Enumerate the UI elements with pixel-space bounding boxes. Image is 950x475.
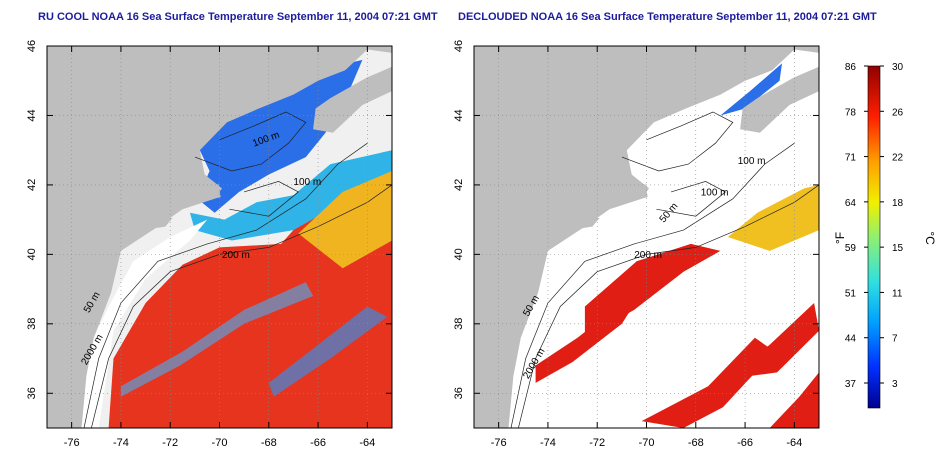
warm-clear-patch: [641, 337, 775, 428]
right-map-title: DECLOUDED NOAA 16 Sea Surface Temperatur…: [458, 11, 877, 23]
fahrenheit-tick-label: 44: [845, 334, 857, 345]
celsius-tick-label: 18: [892, 198, 904, 209]
latitude-tick-label: 42: [26, 179, 38, 191]
longitude-tick-label: -64: [359, 437, 375, 449]
fahrenheit-tick-label: 71: [845, 153, 857, 164]
celsius-tick-label: 3: [892, 379, 898, 390]
latitude-tick-label: 36: [26, 387, 38, 399]
cloud-streak: [268, 306, 388, 397]
latitude-tick-label: 38: [26, 318, 38, 330]
longitude-tick-label: -72: [589, 437, 605, 449]
land-mainland: [47, 46, 392, 428]
warm-clear-patch: [769, 372, 819, 428]
latitude-tick-label: 46: [26, 40, 38, 52]
latitude-tick-label: 40: [453, 248, 465, 260]
depth-contour: [83, 142, 368, 428]
celsius-tick-label: 30: [892, 62, 904, 73]
longitude-tick-label: -70: [212, 437, 228, 449]
land-cape-cod: [634, 183, 648, 201]
cloud-streak: [120, 282, 314, 397]
depth-contour: [194, 111, 307, 172]
celsius-tick-label: 22: [892, 153, 904, 164]
land-nova-scotia: [740, 66, 819, 133]
contour-label: 100 m: [293, 177, 321, 188]
cool-water-band: [189, 150, 392, 241]
land-mainland: [474, 46, 819, 428]
land-cape-cod: [207, 183, 221, 201]
fahrenheit-tick-label: 51: [845, 288, 857, 299]
celsius-tick-label: 15: [892, 243, 904, 254]
longitude-tick-label: -68: [688, 437, 704, 449]
contour-label: 200 m: [634, 250, 662, 261]
latitude-tick-label: 42: [453, 179, 465, 191]
longitude-tick-label: -72: [162, 437, 178, 449]
depth-contour: [621, 111, 734, 172]
longitude-tick-label: -74: [540, 437, 556, 449]
fahrenheit-tick-label: 64: [845, 198, 857, 209]
left-map-title: RU COOL NOAA 16 Sea Surface Temperature …: [38, 11, 438, 23]
latitude-tick-label: 44: [26, 109, 38, 121]
contour-label: 200 m: [222, 250, 250, 261]
land-long-island: [547, 217, 600, 234]
fahrenheit-tick-label: 78: [845, 107, 857, 118]
longitude-tick-label: -64: [786, 437, 802, 449]
longitude-tick-label: -76: [491, 437, 507, 449]
latitude-tick-label: 36: [453, 387, 465, 399]
longitude-tick-label: -74: [113, 437, 129, 449]
warm-clear-patch: [725, 303, 819, 380]
longitude-tick-label: -76: [64, 437, 80, 449]
depth-contour: [510, 142, 795, 428]
land-nova-scotia: [313, 66, 392, 133]
fahrenheit-tick-label: 59: [845, 243, 857, 254]
longitude-tick-label: -70: [639, 437, 655, 449]
celsius-tick-label: 7: [892, 334, 898, 345]
latitude-tick-label: 40: [26, 248, 38, 260]
colorbar-scale: [867, 65, 881, 409]
warm-clear-patch: [584, 243, 721, 338]
celsius-tick-label: 11: [892, 288, 903, 299]
longitude-tick-label: -68: [261, 437, 277, 449]
longitude-tick-label: -66: [737, 437, 753, 449]
latitude-tick-label: 46: [453, 40, 465, 52]
fahrenheit-tick-label: 86: [845, 62, 857, 73]
celsius-unit-label: °C: [923, 231, 937, 245]
coastal-cloud: [76, 219, 208, 428]
fahrenheit-unit-label: °F: [833, 232, 847, 244]
latitude-tick-label: 44: [453, 109, 465, 121]
latitude-tick-label: 38: [453, 318, 465, 330]
contour-label: 100 m: [701, 187, 729, 198]
contour-label: 100 m: [738, 156, 766, 167]
celsius-tick-label: 26: [892, 107, 904, 118]
land-long-island: [120, 217, 173, 234]
warm-transition-band: [298, 171, 392, 269]
fahrenheit-tick-label: 37: [845, 379, 857, 390]
longitude-tick-label: -66: [310, 437, 326, 449]
